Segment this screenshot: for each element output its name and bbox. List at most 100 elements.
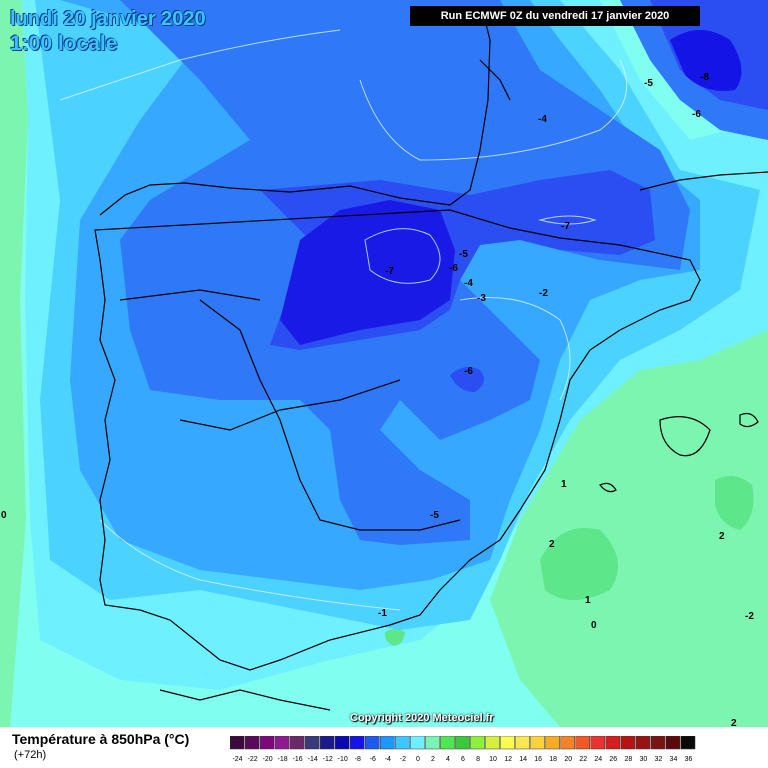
legend-tick-label: 16 xyxy=(534,756,542,763)
legend-tick-label: 4 xyxy=(446,756,450,763)
contour-label: -6 xyxy=(692,109,701,120)
legend-tick-label: 6 xyxy=(461,756,465,763)
contour-label: -2 xyxy=(745,611,754,622)
contour-label: 0 xyxy=(1,510,7,521)
legend-tick-label: 26 xyxy=(609,756,617,763)
legend-tick-label: 34 xyxy=(670,756,678,763)
legend-tick-label: -6 xyxy=(370,756,376,763)
contour-label: -3 xyxy=(477,293,486,304)
contour-labels: -8 -5 -6 -4 -7 -5 -6 -4 -3 -2 -7 -6 1 2 … xyxy=(1,72,754,727)
legend-swatch xyxy=(410,736,425,750)
legend-tick-label: 12 xyxy=(504,756,512,763)
legend-tick-label: 30 xyxy=(639,756,647,763)
isotherm-lines xyxy=(59,29,628,611)
legend-swatch xyxy=(545,736,560,750)
legend-swatch xyxy=(575,736,591,750)
legend-swatch xyxy=(365,736,380,750)
contour-label: -5 xyxy=(430,510,439,521)
legend-tick-label: -2 xyxy=(400,756,406,763)
legend-tick-label: 36 xyxy=(685,756,693,763)
contour-label: -7 xyxy=(385,266,394,277)
legend-swatch xyxy=(605,736,621,750)
contour-label: -1 xyxy=(378,608,387,619)
legend-tick-label: 0 xyxy=(416,756,420,763)
legend-tick-label: 28 xyxy=(624,756,632,763)
model-run-text: Run ECMWF 0Z du vendredi 17 janvier 2020 xyxy=(440,10,670,22)
legend-swatch xyxy=(515,736,530,750)
forecast-step: (+72h) xyxy=(14,749,47,761)
legend-tick-label: 18 xyxy=(549,756,557,763)
legend-tick-label: -14 xyxy=(308,756,318,763)
legend-swatch xyxy=(500,736,515,750)
model-run-banner: Run ECMWF 0Z du vendredi 17 janvier 2020 xyxy=(410,6,700,26)
legend-swatch xyxy=(650,736,666,750)
field-level-p2-balearic xyxy=(715,476,754,530)
legend-swatch xyxy=(334,736,350,750)
field-level-p2-small xyxy=(384,629,405,646)
contour-label: -6 xyxy=(464,366,473,377)
coastlines-borders xyxy=(94,19,768,711)
contour-label: 0 xyxy=(591,620,597,631)
legend-tick-label: 10 xyxy=(489,756,497,763)
legend-tick-label: -10 xyxy=(338,756,348,763)
contour-label: -2 xyxy=(539,288,548,299)
legend-swatch xyxy=(304,736,320,750)
legend-tick-label: -12 xyxy=(323,756,333,763)
legend-tick-label: -20 xyxy=(263,756,273,763)
field-level-m7 xyxy=(280,200,455,345)
legend-tick-label: -4 xyxy=(385,756,391,763)
legend-tick-label: -16 xyxy=(293,756,303,763)
legend-tick-label: -8 xyxy=(355,756,361,763)
contour-label: -4 xyxy=(464,278,473,289)
contour-label: -6 xyxy=(449,263,458,274)
legend-swatch xyxy=(425,736,440,750)
legend-swatch xyxy=(319,736,335,750)
legend-tick-label: 14 xyxy=(519,756,527,763)
contour-label: 2 xyxy=(731,718,737,727)
contour-label: -5 xyxy=(459,249,468,260)
color-scale-legend: -24 -22 -20 -18 -16 -14 -12 -10 -8 -6 -4 -2 0 2 4 6 8 10 1… xyxy=(230,736,696,763)
contour-label: 1 xyxy=(585,595,591,606)
legend-tick-label: -18 xyxy=(278,756,288,763)
field-level-m6-small xyxy=(450,366,484,392)
contour-label: 2 xyxy=(549,539,555,550)
field-level-m7-ne xyxy=(670,30,742,91)
contour-label: -5 xyxy=(644,78,653,89)
legend-swatch xyxy=(395,736,410,750)
legend-swatch xyxy=(274,736,290,750)
legend-swatch xyxy=(470,736,485,750)
temperature-map: -8 -5 -6 -4 -7 -5 -6 -4 -3 -2 -7 -6 1 2 … xyxy=(0,0,768,727)
legend-tick-label: 8 xyxy=(476,756,480,763)
legend-swatch xyxy=(620,736,636,750)
legend-swatch xyxy=(230,736,245,750)
legend-footer: Température à 850hPa (°C) (+72h) -24 -22-… xyxy=(0,727,768,768)
field-level-p2-east xyxy=(540,528,618,600)
legend-swatch xyxy=(289,736,305,750)
legend-swatch xyxy=(590,736,606,750)
legend-swatch xyxy=(560,736,575,750)
legend-swatch xyxy=(244,736,260,750)
legend-swatch xyxy=(380,736,395,750)
contour-label: -8 xyxy=(700,72,709,83)
legend-swatch xyxy=(530,736,545,750)
legend-tick-label: 20 xyxy=(564,756,572,763)
field-level-p1-west xyxy=(0,0,28,727)
legend-tick-label: -24 xyxy=(232,756,242,763)
legend-swatch xyxy=(665,736,681,750)
contour-label: -7 xyxy=(561,221,570,232)
legend-swatch xyxy=(635,736,651,750)
field-level-p1-east xyxy=(490,330,768,727)
legend-tick-label: 2 xyxy=(431,756,435,763)
legend-tick-label: 32 xyxy=(655,756,663,763)
legend-tick-label: -22 xyxy=(247,756,257,763)
legend-swatch xyxy=(440,736,455,750)
legend-tick-label: 22 xyxy=(579,756,587,763)
legend-swatch xyxy=(455,736,470,750)
legend-swatch xyxy=(485,736,500,750)
legend-tick-label: 24 xyxy=(594,756,602,763)
contour-label: 2 xyxy=(719,531,725,542)
contour-label: 1 xyxy=(561,479,567,490)
legend-swatch xyxy=(350,736,365,750)
legend-swatch xyxy=(259,736,275,750)
